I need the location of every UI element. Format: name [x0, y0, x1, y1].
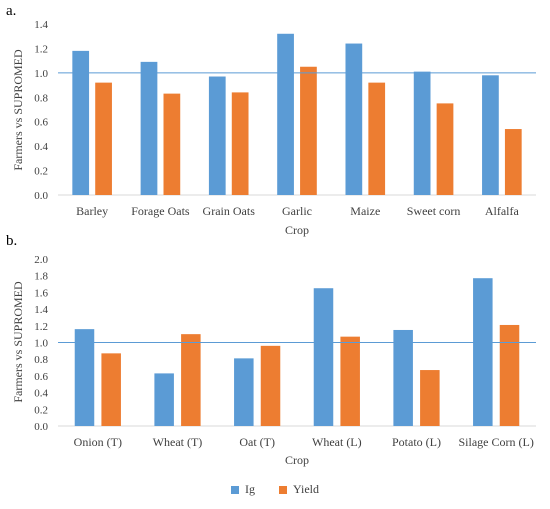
chart-b-category-label: Onion (T): [74, 435, 122, 449]
chart-b-bar-yield: [420, 370, 440, 426]
chart-a-bar-ig: [482, 75, 499, 195]
chart-a-ytick: 0.8: [34, 92, 48, 104]
chart-a-ytick: 0.2: [34, 166, 48, 178]
chart-b-category-label: Wheat (T): [153, 435, 203, 449]
legend: Ig Yield: [0, 482, 550, 497]
chart-b-ytick: 0.2: [34, 404, 48, 416]
chart-a-bar-ig: [72, 50, 90, 195]
chart-a-bar-ig: [277, 33, 294, 196]
chart-a-bar-yield: [436, 103, 454, 195]
panel-b-tag: b.: [6, 233, 18, 249]
chart-b-ytick: 1.8: [34, 271, 48, 283]
chart-b-category-label: Oat (T): [239, 435, 275, 449]
chart-b-ytick: 1.4: [34, 304, 48, 316]
chart-a-category-label: Sweet corn: [407, 204, 461, 218]
chart-a-category-label: Maize: [350, 204, 380, 218]
chart-b-bar-yield: [260, 345, 281, 426]
chart-b-y-axis-title: Farmers vs SUPROMED: [11, 281, 25, 403]
chart-b-ytick: 0.0: [34, 421, 48, 433]
chart-b-bar-yield: [181, 334, 201, 426]
chart-b-ytick: 1.6: [34, 287, 48, 299]
chart-b-ytick: 0.6: [34, 371, 48, 383]
chart-a-y-axis-title: Farmers vs SUPROMED: [11, 49, 25, 171]
chart-a-bar-yield: [368, 82, 386, 195]
chart-a-ytick: 1.0: [34, 68, 48, 80]
chart-a-ytick: 1.4: [34, 19, 48, 31]
panel-a-tag: a.: [6, 3, 17, 19]
chart-b-x-axis-title: Crop: [285, 453, 309, 467]
chart-b-bar-yield: [101, 353, 121, 426]
legend-label-ig: Ig: [245, 482, 255, 496]
legend-swatch-ig: [231, 485, 239, 494]
chart-a-bar-yield: [95, 82, 112, 195]
chart-a-ytick: 0.4: [34, 141, 48, 153]
chart-a-bar-yield: [163, 93, 181, 195]
chart-b: 0.0 0.2 0.4 0.6 0.8 1.0 1.2 1.4 1.6 1.8 2.0 Onion (…: [11, 254, 536, 467]
chart-b-ytick: 0.8: [34, 354, 48, 366]
legend-label-yield: Yield: [293, 482, 319, 496]
chart-a: 0.0 0.2 0.4 0.6 0.8 1.0 1.2 1.4 Barley Forage Oat…: [11, 19, 536, 237]
chart-b-bar-ig: [154, 373, 174, 426]
chart-b-category-label: Wheat (L): [312, 435, 362, 449]
chart-b-bar-ig: [74, 329, 95, 426]
chart-a-bar-yield: [231, 92, 249, 195]
chart-b-ytick: 1.2: [34, 321, 48, 333]
chart-b-ytick: 0.4: [34, 388, 48, 400]
chart-b-category-label: Potato (L): [392, 435, 441, 449]
chart-a-ytick: 0.0: [34, 190, 48, 202]
chart-a-ytick: 1.2: [34, 43, 48, 55]
chart-a-category-label: Forage Oats: [131, 204, 190, 218]
chart-a-bar-yield: [504, 129, 522, 195]
chart-b-bar-ig: [313, 288, 334, 426]
chart-b-bar-yield: [340, 336, 360, 426]
chart-a-category-label: Barley: [76, 204, 108, 218]
chart-a-category-label: Grain Oats: [203, 204, 256, 218]
chart-a-category-label: Alfalfa: [485, 204, 520, 218]
chart-b-category-label: Silage Corn (L): [459, 435, 534, 449]
chart-a-bar-ig: [413, 71, 431, 195]
chart-b-bar-ig: [393, 329, 413, 426]
chart-a-x-axis-title: Crop: [285, 223, 309, 237]
chart-b-ytick: 2.0: [34, 254, 48, 266]
chart-b-ytick: 1.0: [34, 338, 48, 350]
chart-a-bar-ig: [140, 61, 158, 195]
chart-a-ytick: 0.6: [34, 117, 48, 129]
legend-item-yield: Yield: [279, 482, 319, 497]
chart-a-bar-yield: [300, 66, 317, 195]
chart-a-category-label: Garlic: [282, 204, 312, 218]
legend-swatch-yield: [279, 485, 287, 494]
chart-b-bar-ig: [234, 358, 254, 426]
chart-a-bar-ig: [208, 76, 226, 195]
legend-item-ig: Ig: [231, 482, 255, 497]
chart-b-bar-yield: [499, 324, 520, 426]
chart-a-bar-ig: [345, 43, 363, 195]
chart-b-bar-ig: [473, 278, 493, 426]
